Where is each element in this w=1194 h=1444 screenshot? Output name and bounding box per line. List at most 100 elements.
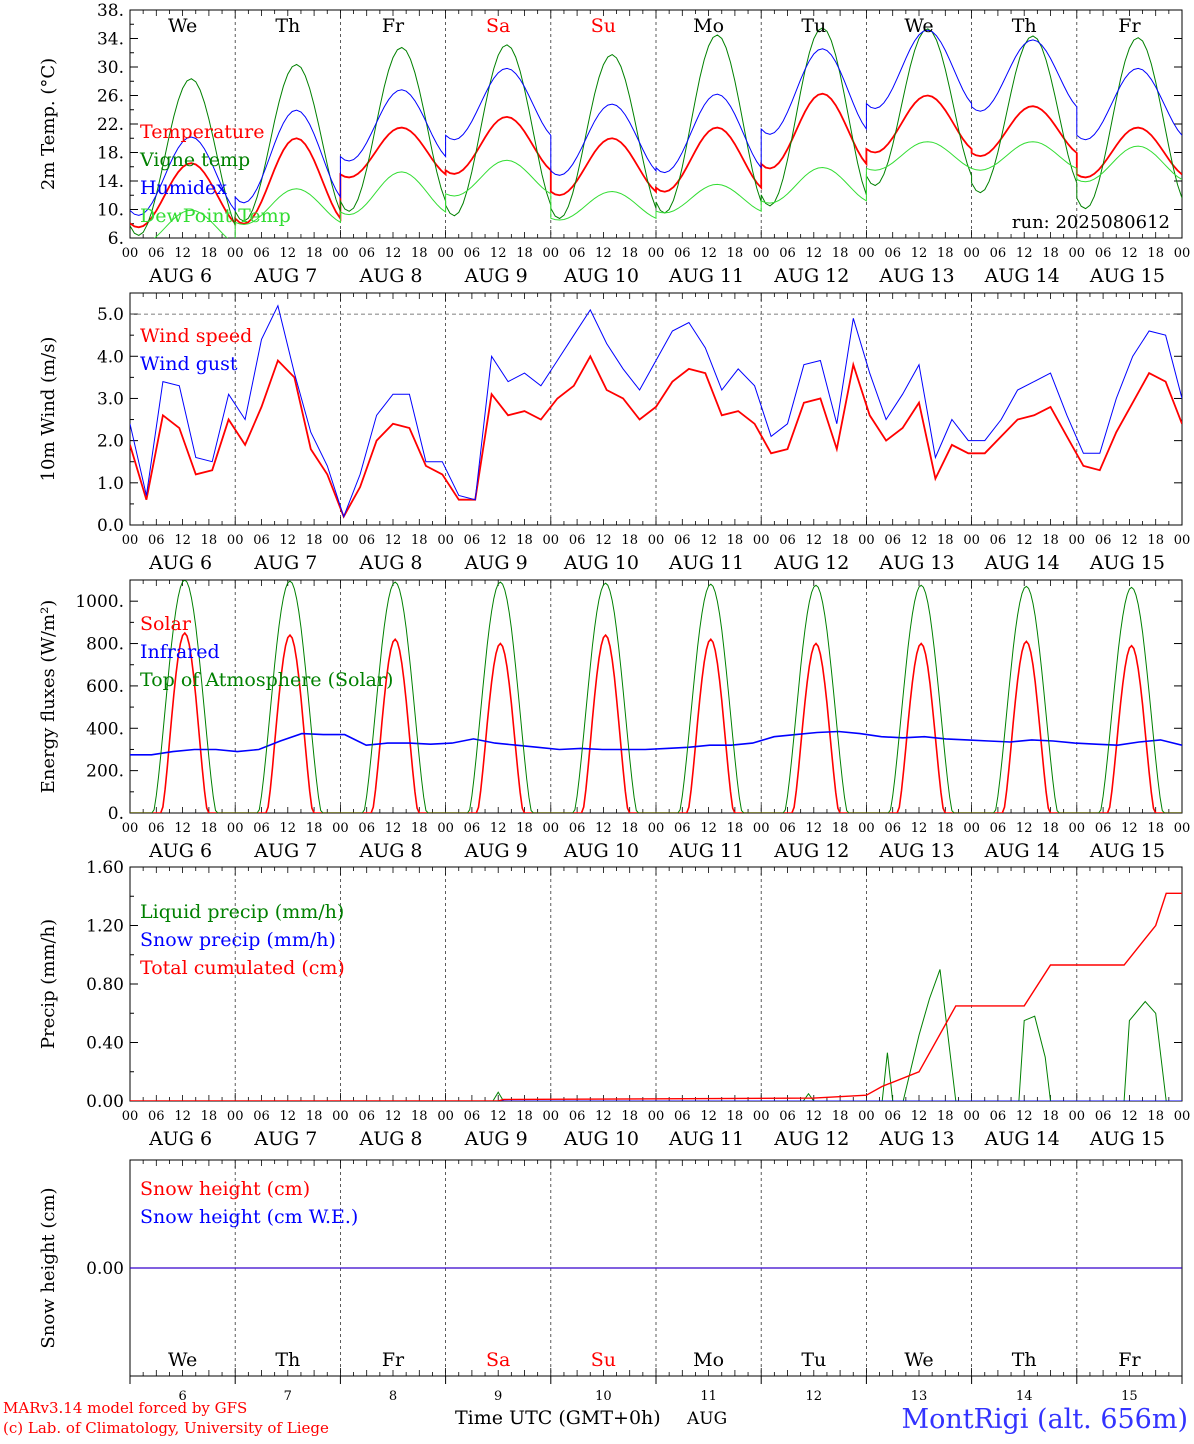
date-label: AUG 11 <box>668 552 744 574</box>
hour-label: 00 <box>543 821 560 836</box>
hour-label: 18 <box>1147 821 1164 836</box>
hour-label: 12 <box>174 1109 191 1124</box>
hour-label: 06 <box>358 1109 375 1124</box>
y-tick-label: 34. <box>97 30 124 50</box>
date-label: AUG 13 <box>878 552 954 574</box>
y-tick-label: 14. <box>97 172 124 192</box>
date-label: AUG 14 <box>984 840 1060 862</box>
date-label: AUG 8 <box>358 840 422 862</box>
hour-label: 00 <box>753 821 770 836</box>
hour-label: 00 <box>437 246 454 261</box>
temp-series-3 <box>153 141 1182 238</box>
hour-label: 06 <box>464 533 481 548</box>
hour-label: 18 <box>201 821 218 836</box>
hour-label: 06 <box>253 533 270 548</box>
day-abbr-top: We <box>904 15 933 37</box>
hour-label: 18 <box>201 246 218 261</box>
hour-label: 06 <box>253 1109 270 1124</box>
day-abbr-top: Su <box>591 15 616 37</box>
y-tick-label: 0. <box>108 804 124 824</box>
precip-ylabel: Precip (mm/h) <box>38 919 59 1049</box>
wind-legend-0: Wind speed <box>140 325 252 347</box>
hour-label: 12 <box>1016 533 1033 548</box>
hour-label: 06 <box>779 246 796 261</box>
hour-label: 12 <box>700 821 717 836</box>
precip-series-2 <box>130 892 1182 1101</box>
hour-label: 12 <box>174 533 191 548</box>
hour-label: 18 <box>727 821 744 836</box>
date-label: AUG 15 <box>1089 552 1165 574</box>
hour-label: 12 <box>595 533 612 548</box>
hour-label: 18 <box>306 533 323 548</box>
y-tick-label: 800. <box>86 635 124 655</box>
date-label: AUG 9 <box>464 265 528 287</box>
hour-label: 06 <box>884 533 901 548</box>
wind-ylabel: 10m Wind (m/s) <box>38 337 59 482</box>
hour-label: 06 <box>358 821 375 836</box>
energy-ylabel: Energy fluxes (W/m²) <box>38 600 59 794</box>
date-label: AUG 7 <box>253 552 317 574</box>
y-tick-label: 1.20 <box>86 917 124 937</box>
energy-series-0 <box>130 631 1182 813</box>
day-number: 12 <box>806 1389 823 1404</box>
date-label: AUG 12 <box>773 552 849 574</box>
day-number: 7 <box>284 1389 292 1404</box>
temp-legend-2: Humidex <box>140 177 227 199</box>
day-abbr-bottom: Th <box>1012 1349 1037 1371</box>
temp-legend-3: DewPoint Temp <box>140 205 291 227</box>
hour-label: 06 <box>569 246 586 261</box>
hour-label: 18 <box>727 1109 744 1124</box>
day-abbr-top: Th <box>1012 15 1037 37</box>
y-tick-label: 5.0 <box>97 305 124 325</box>
precip-legend-2: Total cumulated (cm) <box>140 957 345 979</box>
hour-label: 18 <box>727 246 744 261</box>
hour-label: 00 <box>437 1109 454 1124</box>
hour-label: 18 <box>1147 533 1164 548</box>
hour-label: 06 <box>884 821 901 836</box>
hour-label: 18 <box>201 1109 218 1124</box>
date-label: AUG 8 <box>358 552 422 574</box>
hour-label: 00 <box>753 1109 770 1124</box>
date-label: AUG 7 <box>253 265 317 287</box>
hour-label: 12 <box>280 821 297 836</box>
hour-label: 12 <box>174 246 191 261</box>
hour-label: 12 <box>700 533 717 548</box>
hour-label: 00 <box>332 246 349 261</box>
hour-label: 06 <box>569 533 586 548</box>
temp-legend-1: Vigne temp <box>139 149 250 171</box>
hour-label: 06 <box>779 533 796 548</box>
wind-panel: 5.0 4.0 3.0 2.0 1.0 0.0 10m Wind (m/s) Wind spe… <box>38 292 1190 574</box>
hour-label: 18 <box>832 246 849 261</box>
hour-label: 18 <box>1042 1109 1059 1124</box>
day-abbr-bottom: Th <box>275 1349 300 1371</box>
day-abbr-bottom: Su <box>591 1349 616 1371</box>
day-number: 9 <box>494 1389 502 1404</box>
day-abbr-top: Mo <box>693 15 724 37</box>
date-label: AUG 10 <box>563 1128 639 1150</box>
hour-label: 00 <box>648 1109 665 1124</box>
footer-month: AUG <box>686 1409 727 1429</box>
snow-legend-1: Snow height (cm W.E.) <box>140 1206 358 1228</box>
y-tick-label: 600. <box>86 677 124 697</box>
hour-label: 00 <box>1069 246 1086 261</box>
hour-label: 00 <box>1069 1109 1086 1124</box>
hour-label: 12 <box>490 533 507 548</box>
hour-label: 12 <box>1016 246 1033 261</box>
date-label: AUG 10 <box>563 552 639 574</box>
hour-label: 06 <box>148 533 165 548</box>
hour-label: 12 <box>911 1109 928 1124</box>
day-abbr-top: We <box>168 15 197 37</box>
hour-label: 00 <box>227 533 244 548</box>
hour-label: 18 <box>1147 1109 1164 1124</box>
date-label: AUG 13 <box>878 840 954 862</box>
day-number: 8 <box>389 1389 397 1404</box>
y-tick-label: 200. <box>86 762 124 782</box>
day-abbr-bottom: Fr <box>382 1349 405 1371</box>
hour-label: 12 <box>174 821 191 836</box>
hour-label: 12 <box>911 246 928 261</box>
wind-legend-1: Wind gust <box>140 353 238 375</box>
hour-label: 18 <box>516 246 533 261</box>
hour-label: 12 <box>911 821 928 836</box>
hour-label: 06 <box>148 246 165 261</box>
